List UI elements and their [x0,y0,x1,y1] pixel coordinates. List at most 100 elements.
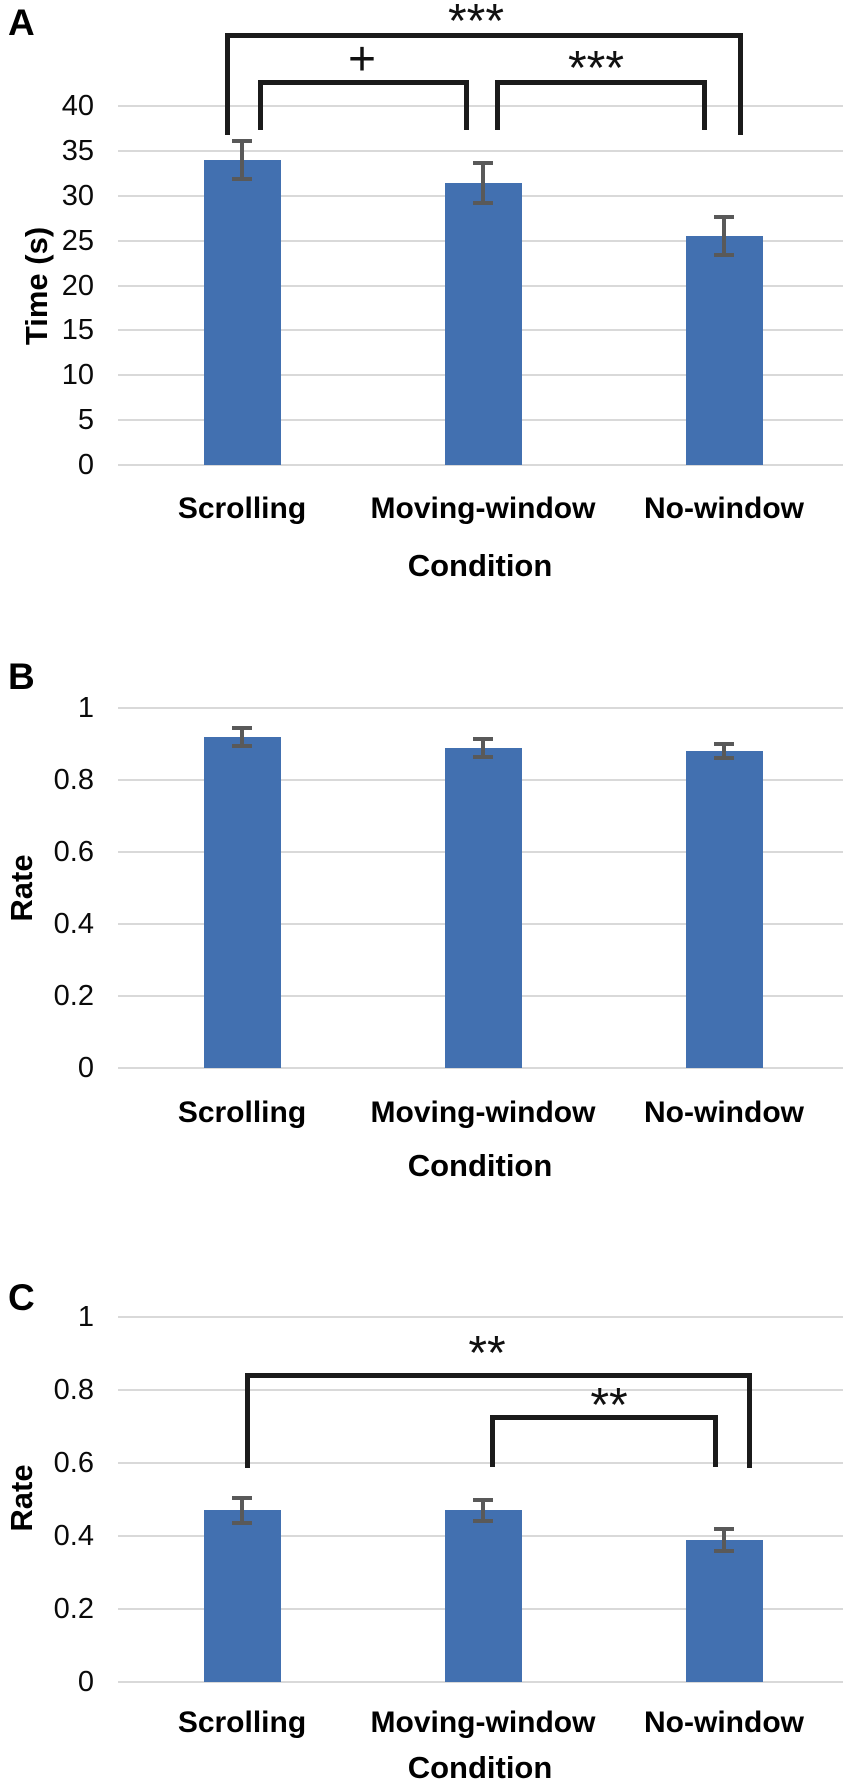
error-bar-line [722,744,726,758]
error-bar-cap-bottom [714,1549,734,1553]
gridline [118,1067,843,1069]
panel-b-x-axis-title: Condition [407,1148,553,1183]
x-category-label: Scrolling [177,1706,307,1739]
y-tick-label: 40 [61,90,94,122]
error-bar-line [722,1529,726,1551]
x-category-label: No-window [644,1096,804,1129]
significance-bracket-top [490,1415,718,1420]
bar-no-window [686,1540,763,1682]
error-bar-line [481,1500,485,1521]
y-tick-label: 5 [77,404,94,436]
error-bar-cap-top [473,161,493,165]
y-tick-label: 0 [77,1052,94,1084]
significance-label: + [347,33,377,86]
significance-bracket-left-leg [258,80,263,130]
bar-scrolling [204,737,281,1068]
bar-no-window [686,236,763,465]
significance-bracket-top [495,80,707,85]
bar-scrolling [204,1510,281,1682]
error-bar-line [722,217,726,255]
error-bar-cap-top [232,1496,252,1500]
error-bar-cap-top [232,139,252,143]
gridline [118,1389,843,1391]
y-tick-label: 15 [61,314,94,346]
significance-bracket-right-leg [713,1415,718,1467]
significance-bracket-left-leg [490,1415,495,1467]
x-category-label: Moving-window [370,1706,596,1739]
significance-bracket-top [245,1373,752,1378]
bar-no-window [686,751,763,1068]
gridline [118,1316,843,1318]
y-tick-label: 1 [77,1301,94,1333]
significance-bracket-right-leg [738,33,743,135]
y-tick-label: 0.6 [53,1447,94,1479]
error-bar-line [481,163,485,203]
bar-moving-window [445,1510,522,1682]
significance-label: ** [468,1327,506,1380]
y-tick-label: 0.2 [53,980,94,1012]
y-tick-label: 0 [77,449,94,481]
y-tick-label: 0.8 [53,1374,94,1406]
error-bar-cap-top [714,742,734,746]
y-tick-label: 0.6 [53,836,94,868]
error-bar-cap-top [232,726,252,730]
error-bar-cap-top [714,1527,734,1531]
significance-label: *** [447,0,505,48]
error-bar-cap-bottom [473,1519,493,1523]
error-bar-cap-bottom [232,1521,252,1525]
error-bar-cap-bottom [473,201,493,205]
significance-bracket-right-leg [464,80,469,130]
panel-b-letter: B [8,656,35,697]
gridline [118,1462,843,1464]
x-category-label: Scrolling [177,492,307,525]
panel-b-y-axis-title: Rate [4,854,39,922]
significance-bracket-left-leg [495,80,500,130]
gridline [118,464,843,466]
panel-a-letter: A [8,2,35,43]
gridline [118,707,843,709]
x-category-label: No-window [644,1706,804,1739]
error-bar-line [481,739,485,757]
error-bar-line [240,141,244,179]
y-tick-label: 25 [61,225,94,257]
x-category-label: No-window [644,492,804,525]
error-bar-cap-top [473,1498,493,1502]
y-tick-label: 0.2 [53,1593,94,1625]
x-category-label: Moving-window [370,1096,596,1129]
panel-c-letter: C [8,1277,35,1318]
gridline [118,1681,843,1683]
significance-label: *** [567,42,625,95]
significance-bracket-left-leg [225,33,230,135]
significance-bracket-right-leg [747,1373,752,1468]
error-bar-line [240,1498,244,1523]
significance-bracket-right-leg [702,80,707,130]
error-bar-cap-top [714,215,734,219]
bar-scrolling [204,160,281,465]
significance-bracket-left-leg [245,1373,250,1468]
error-bar-cap-bottom [714,756,734,760]
y-tick-label: 0 [77,1666,94,1698]
significance-label: ** [590,1379,628,1432]
error-bar-cap-bottom [232,177,252,181]
y-tick-label: 20 [61,270,94,302]
panel-c-y-axis-title: Rate [4,1464,39,1532]
x-category-label: Moving-window [370,492,596,525]
error-bar-cap-top [473,737,493,741]
y-tick-label: 10 [61,359,94,391]
error-bar-cap-bottom [714,253,734,257]
y-tick-label: 0.4 [53,908,94,940]
significance-bracket-top [225,33,743,38]
y-tick-label: 0.8 [53,764,94,796]
error-bar-line [240,728,244,746]
x-category-label: Scrolling [177,1096,307,1129]
panel-c-x-axis-title: Condition [407,1750,553,1785]
significance-bracket-top [258,80,469,85]
y-tick-label: 1 [77,692,94,724]
error-bar-cap-bottom [473,755,493,759]
y-tick-label: 30 [61,180,94,212]
y-tick-label: 35 [61,135,94,167]
error-bar-cap-bottom [232,744,252,748]
y-tick-label: 0.4 [53,1520,94,1552]
bar-moving-window [445,183,522,465]
